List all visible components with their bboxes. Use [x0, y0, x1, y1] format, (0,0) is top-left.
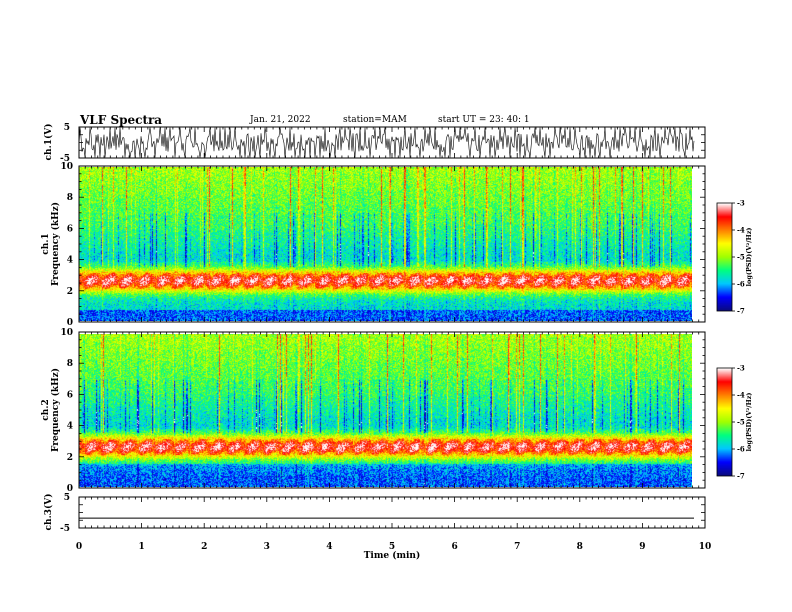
ch1-spectrogram-ylabel-ch: ch.1: [41, 233, 51, 254]
y-tick-label: 4: [67, 422, 73, 432]
header-start-time: start UT = 23: 40: 1: [438, 115, 530, 125]
x-tick-label: 0: [76, 542, 82, 552]
x-tick-label: 1: [138, 542, 144, 552]
x-tick-label: 3: [264, 542, 270, 552]
y-tick-label: 4: [67, 256, 73, 266]
x-tick-label: 2: [201, 542, 207, 552]
y-tick-label: 8: [67, 359, 73, 369]
x-tick-label: 10: [699, 542, 712, 552]
y-tick-label: 0: [67, 484, 73, 494]
y-tick-label: 10: [60, 162, 73, 172]
header-station: station=MAM: [343, 115, 407, 125]
x-tick-label: 5: [389, 542, 395, 552]
axis-ticks: [78, 126, 735, 529]
figure-title: VLF Spectra: [80, 113, 163, 127]
y-tick-label: 8: [67, 193, 73, 203]
x-tick-label: 6: [451, 542, 457, 552]
y-tick-label: 5: [64, 123, 70, 133]
colorbar-tick-label: -3: [737, 364, 745, 373]
colorbar-tick-label: -5: [737, 253, 745, 262]
ch1-colorbar: [717, 203, 732, 311]
y-tick-label: 2: [67, 287, 73, 297]
colorbar-tick-label: -7: [737, 307, 745, 316]
ch2-colorbar: [717, 368, 732, 476]
ch1-waveform-ylabel: ch.1(V): [43, 124, 54, 161]
x-tick-label: 8: [577, 542, 583, 552]
ch1-waveform-trace: [78, 127, 695, 158]
ch2-spectrogram-ylabel-freq: Frequency (kHz): [50, 368, 61, 452]
y-tick-label: 10: [60, 328, 73, 338]
colorbar-tick-label: -4: [737, 391, 745, 400]
ch3-waveform-ylabel: ch.3(V): [43, 494, 54, 531]
ch1-spectrogram-ylabel-freq: Frequency (kHz): [50, 202, 61, 286]
ch2-colorbar-label: log(PSD)(V²/Hz): [745, 393, 753, 452]
y-tick-label: -5: [60, 154, 70, 164]
x-tick-label: 7: [514, 542, 520, 552]
ch1-waveform-line: [78, 127, 695, 158]
ch1-spectrogram-image: [79, 167, 692, 321]
y-tick-label: 6: [67, 390, 73, 400]
colorbar-tick-label: -7: [737, 472, 745, 481]
x-tick-label: 9: [639, 542, 645, 552]
colorbar-tick-label: -6: [737, 280, 745, 289]
y-tick-label: 6: [67, 224, 73, 234]
y-tick-label: -5: [60, 524, 70, 534]
header-date: Jan. 21, 2022: [250, 115, 311, 125]
colorbar-tick-label: -4: [737, 226, 745, 235]
colorbar-tick-label: -5: [737, 418, 745, 427]
x-tick-label: 4: [326, 542, 332, 552]
ch2-spectrogram-image: [79, 334, 692, 487]
y-tick-label: 2: [67, 453, 73, 463]
colorbar-tick-label: -3: [737, 199, 745, 208]
colorbar-tick-label: -6: [737, 445, 745, 454]
y-tick-label: 0: [67, 318, 73, 328]
y-tick-label: 5: [64, 493, 70, 503]
axis-tick-labels: 0 1 2 3 4 5 6 7 8 9 10024681002468105-55-5-3-4-5-6…: [60, 123, 745, 552]
ch2-spectrogram-ylabel-ch: ch.2: [41, 399, 51, 420]
x-axis-label: Time (min): [364, 550, 421, 561]
ch1-colorbar-label: log(PSD)(V²/Hz): [745, 228, 753, 287]
